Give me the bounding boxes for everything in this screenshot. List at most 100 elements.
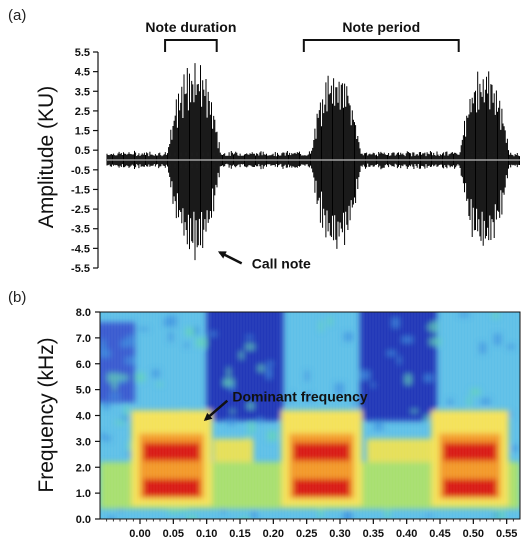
spectral-noise [124,356,135,365]
spectral-noise [429,337,441,346]
time-tick-label: 0.05 [163,528,184,540]
spectral-noise [168,331,174,342]
frequency-tick-label: 7.0 [76,333,91,345]
spectral-noise [135,372,146,382]
spectral-noise [404,374,412,385]
spectral-noise [447,398,453,406]
time-tick-label: 0.40 [396,528,417,540]
spectral-noise [101,338,106,349]
spectral-noise [108,393,121,399]
spectral-noise [289,392,293,404]
panel-a-label: (a) [8,7,26,24]
time-tick-label: 0.45 [429,528,450,540]
spectral-noise [370,382,376,388]
spectral-noise [492,512,500,518]
dominant-band [143,478,200,498]
spectral-noise [100,349,111,358]
note-period-label: Note period [342,19,420,35]
spectral-noise [257,365,265,372]
spectral-noise [100,432,105,440]
spectral-noise [126,335,134,347]
spectral-noise [151,369,160,378]
spectral-noise [493,333,502,346]
amplitude-tick-label: 0.5 [75,145,90,157]
amplitude-tick-label: -2.5 [71,204,90,216]
time-tick-label: 0.50 [463,528,484,540]
amplitude-tick-label: -3.5 [71,224,90,236]
spectral-noise [480,398,491,405]
spectral-noise [353,397,357,410]
dominant-band [293,442,350,461]
spectral-noise [195,337,208,348]
spectral-noise [107,373,120,383]
spectral-noise [247,402,255,410]
spectral-noise [127,440,134,452]
time-tick-label: 0.25 [296,528,317,540]
spectral-noise [458,312,470,318]
spectral-noise [384,507,391,518]
dominant-band [143,442,200,461]
frequency-tick-label: 0.0 [76,514,91,526]
spectrogram [100,312,520,519]
spectral-noise [425,513,432,517]
spectral-noise [327,317,333,326]
spectral-noise [401,336,413,343]
time-tick-label: 0.30 [329,528,350,540]
panel-b-label: (b) [8,289,26,306]
harmonic-energy [213,438,254,463]
spectral-noise [185,327,196,337]
spectral-noise [267,430,278,442]
amplitude-axis: 5.5 4.5 3.5 2.5 1.5 0.5 -0.5 -1.5 -2.5 -3.5 -4.5 -5… [71,47,99,275]
spectral-noise [115,420,126,425]
amplitude-tick-label: -4.5 [71,243,90,255]
spectral-noise [229,409,235,413]
spectral-noise [112,382,117,390]
spectral-noise [424,414,434,422]
frequency-tick-label: 5.0 [76,385,91,397]
spectral-noise [124,405,130,417]
spectral-noise [245,335,253,339]
time-tick-label: 0.10 [196,528,217,540]
spectral-noise [245,343,255,350]
low-energy-region [206,312,284,421]
spectral-noise [343,332,354,342]
waveform-annotations: Note duration Note period Call note [145,19,460,271]
spectral-noise [511,445,519,452]
spectral-noise [424,374,433,382]
spectral-noise [470,388,481,396]
amplitude-tick-label: -1.5 [71,184,90,196]
spectral-noise [228,383,235,391]
spectral-noise [266,361,274,366]
time-tick-label: 0.35 [363,528,384,540]
low-energy-region [360,312,437,421]
spectral-noise [427,324,431,330]
amplitude-tick-label: 1.5 [75,126,90,138]
amplitude-tick-label: -0.5 [71,165,90,177]
spectral-noise [167,503,180,514]
frequency-tick-label: 1.0 [76,488,91,500]
time-tick-label: 0.15 [229,528,250,540]
spectral-noise [248,422,255,433]
frequency-tick-label: 4.0 [76,411,91,423]
spectral-noise [117,379,126,384]
frequency-axis-title: Frequency (kHz) [35,337,58,492]
dominant-frequency-arrow [203,399,229,421]
spectral-noise [266,366,272,379]
spectral-noise [156,382,163,387]
spectral-noise [121,414,131,421]
frequency-tick-label: 3.0 [76,436,91,448]
spectral-noise [360,370,371,381]
amplitude-tick-label: 3.5 [75,86,90,98]
spectral-noise [223,378,234,386]
dominant-band [443,442,497,461]
spectral-noise [334,382,345,395]
spectral-noise [306,392,313,401]
call-note-arrow [217,251,243,265]
spectral-noise [138,327,149,331]
spectral-noise [166,315,177,327]
spectral-noise [250,510,258,519]
spectral-noise [410,409,418,413]
spectral-noise [220,507,227,514]
harmonic-energy [366,438,434,463]
dominant-frequency-label: Dominant frequency [232,389,368,405]
